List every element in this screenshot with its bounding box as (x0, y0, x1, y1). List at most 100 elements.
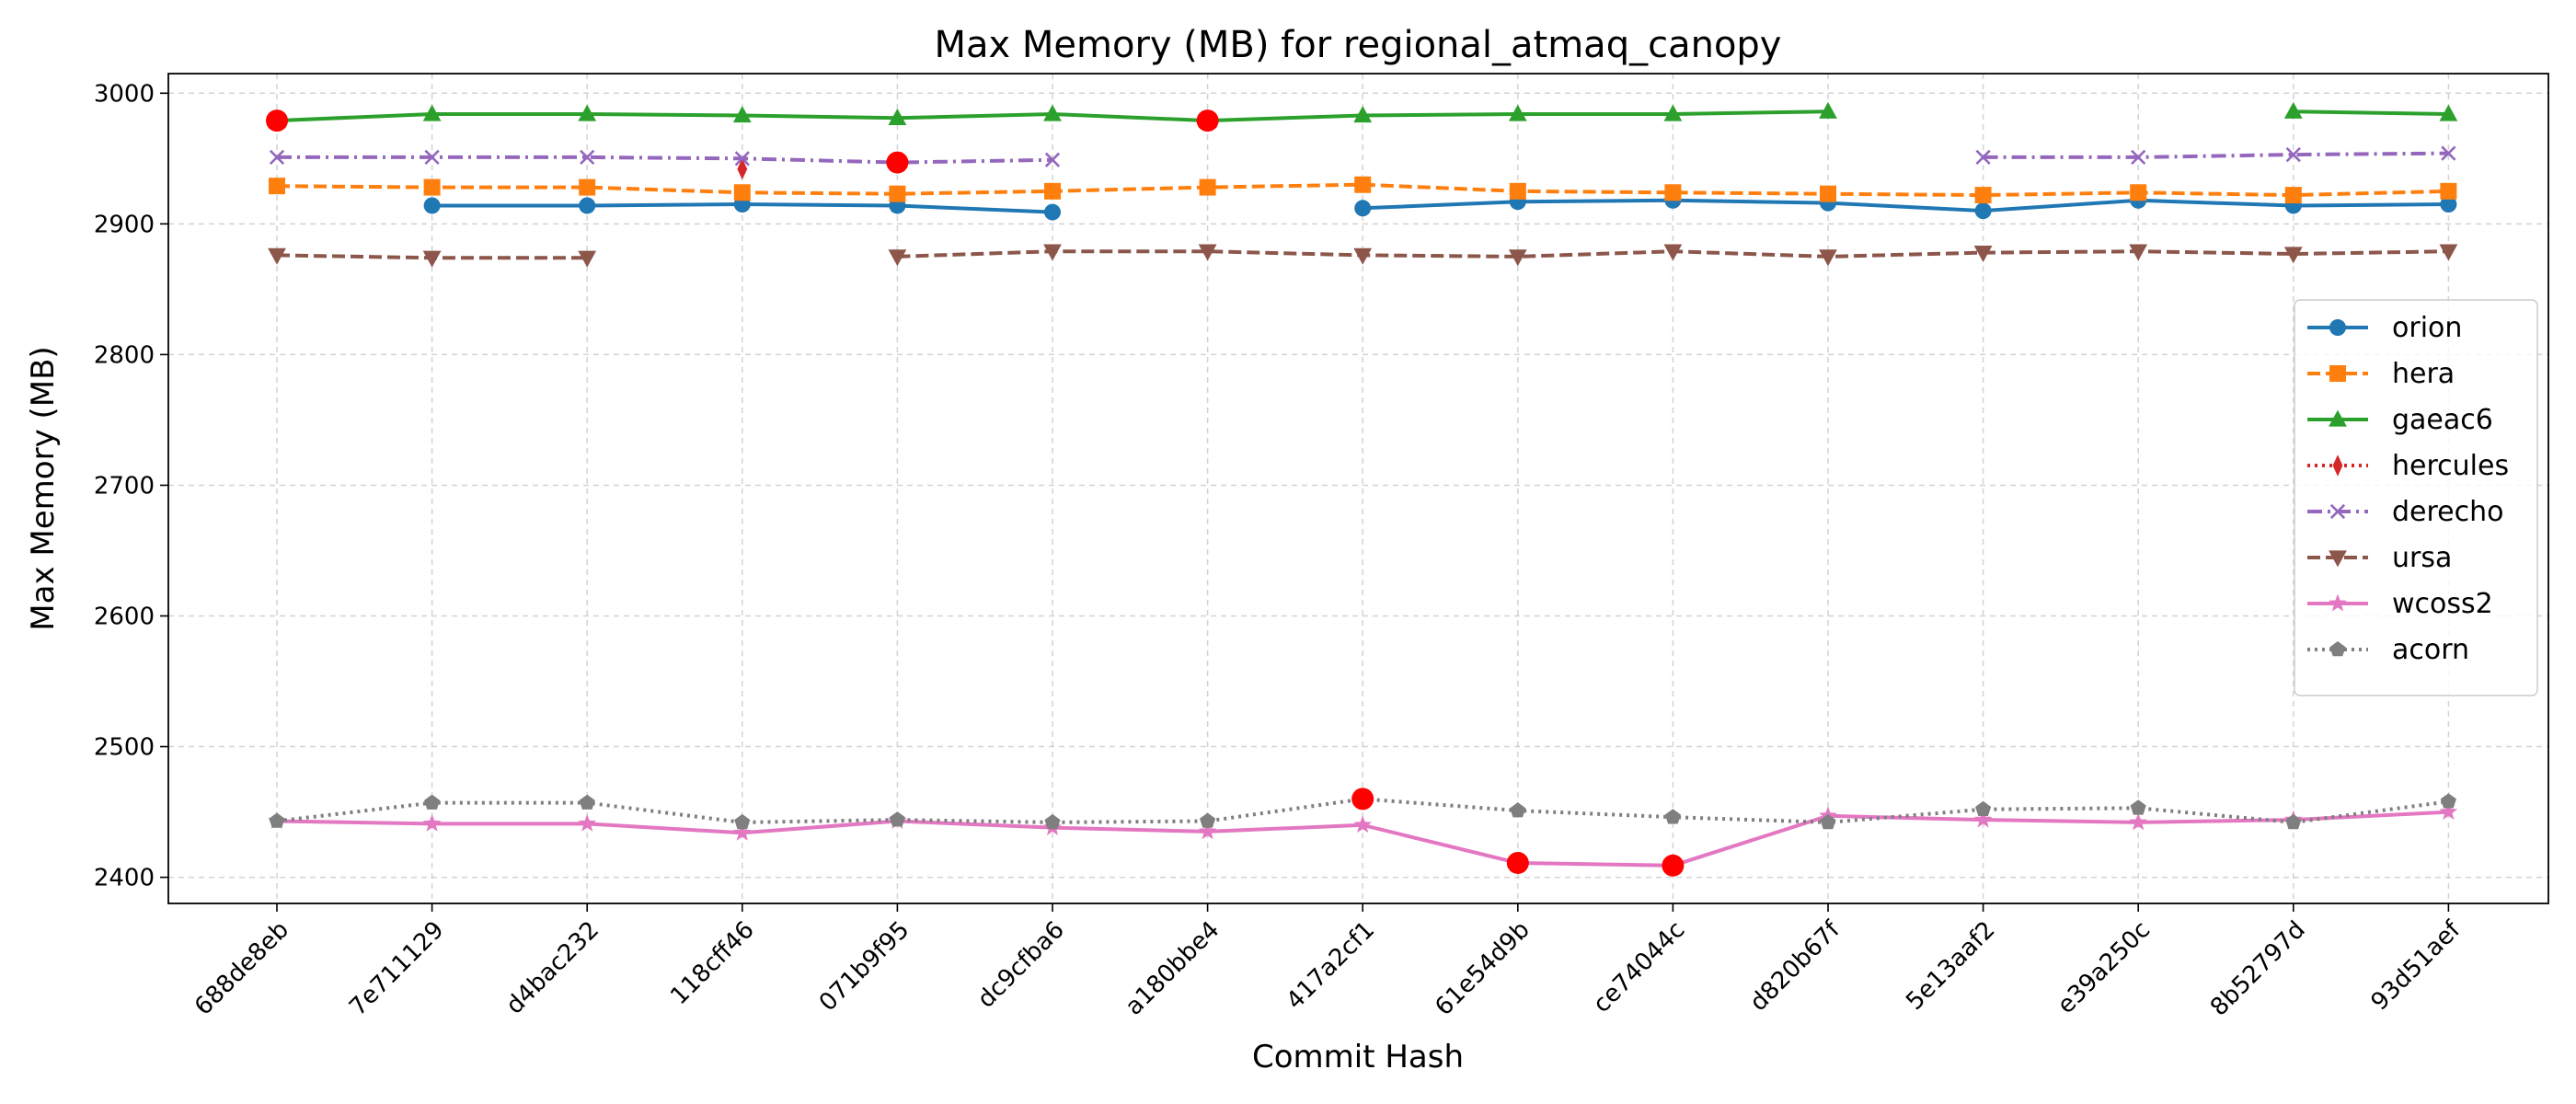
data-point-acorn (424, 794, 441, 810)
data-point-hercules (737, 157, 748, 180)
data-point-wcoss2 (1353, 815, 1373, 834)
data-point-derecho (424, 149, 440, 166)
legend-marker (2332, 454, 2343, 477)
data-point-wcoss2 (1198, 822, 1217, 840)
legend-item-gaeac6: gaeac6 (2307, 404, 2493, 436)
data-point-orion (579, 197, 596, 214)
data-point-derecho (1975, 149, 1991, 166)
data-point-hera (889, 185, 906, 202)
legend-marker (2329, 319, 2346, 336)
legend-marker (2329, 550, 2347, 568)
series-hercules (737, 157, 748, 180)
data-point-gaeac6 (578, 104, 597, 121)
data-point-ursa (2283, 247, 2303, 264)
legend-frame (2294, 299, 2538, 696)
legend-marker (2329, 365, 2346, 382)
highlight-point (1351, 788, 1374, 811)
highlight-point (266, 109, 288, 132)
legend-item-ursa: ursa (2307, 542, 2452, 574)
legend-label: derecho (2392, 496, 2504, 528)
data-point-orion (423, 197, 441, 214)
data-point-wcoss2 (422, 814, 442, 832)
data-point-gaeac6 (1353, 106, 1373, 123)
data-point-acorn (2285, 813, 2302, 830)
data-point-hera (1820, 185, 1836, 202)
data-point-ursa (1043, 244, 1062, 261)
data-point-wcoss2 (2129, 812, 2148, 831)
data-point-hera (269, 178, 285, 195)
y-tick-label: 2800 (94, 341, 155, 369)
data-point-derecho (269, 149, 285, 166)
data-point-hera (1199, 178, 1216, 196)
data-point-acorn (1975, 800, 1992, 817)
data-point-hera (423, 178, 441, 196)
series-line-derecho (1983, 151, 2449, 159)
data-point-hera (1509, 182, 1526, 200)
y-tick-label: 3000 (94, 80, 155, 108)
data-point-ursa (1973, 245, 1993, 262)
legend-label: orion (2392, 312, 2462, 344)
plot-frame (167, 73, 2549, 904)
data-point-acorn (269, 812, 285, 828)
legend-marker (2329, 593, 2347, 612)
data-point-derecho (2441, 145, 2456, 161)
series-ursa (268, 244, 2458, 268)
data-point-acorn (1200, 812, 1216, 828)
data-point-hera (1354, 176, 1372, 193)
data-point-hera (1664, 184, 1682, 201)
data-point-gaeac6 (2283, 101, 2303, 119)
grid-lines (168, 74, 2548, 903)
data-point-gaeac6 (1663, 104, 1683, 121)
data-point-ursa (2439, 244, 2458, 261)
legend-label: gaeac6 (2392, 404, 2493, 436)
legend-item-derecho: derecho (2307, 496, 2504, 528)
data-point-ursa (1663, 244, 1683, 261)
y-axis-label: Max Memory (MB) (25, 346, 62, 630)
y-tick-label: 2600 (94, 603, 155, 630)
data-point-derecho (734, 151, 750, 167)
data-point-ursa (2129, 244, 2148, 261)
y-tick-label: 2700 (94, 472, 155, 500)
data-point-gaeac6 (1819, 101, 1837, 119)
data-point-acorn (1820, 813, 1836, 830)
data-point-ursa (1819, 249, 1837, 267)
data-point-hera (2130, 184, 2147, 201)
legend-label: hercules (2392, 450, 2509, 482)
legend-item-hera: hera (2307, 358, 2455, 390)
data-point-wcoss2 (732, 822, 752, 841)
data-point-acorn (1510, 802, 1526, 818)
highlight-point (1506, 851, 1529, 874)
data-point-hera (2284, 187, 2302, 204)
data-point-gaeac6 (422, 104, 442, 121)
y-axis: 2400 2500 2600 2700 2800 2900 3000 (94, 80, 168, 892)
series-orion (423, 191, 2457, 221)
data-point-orion (1044, 203, 1061, 221)
y-tick-label: 2900 (94, 211, 155, 238)
y-tick-label: 2500 (94, 734, 155, 762)
data-point-ursa (1198, 244, 1217, 261)
series-hera (269, 176, 2457, 204)
highlight-point (886, 151, 909, 174)
data-point-wcoss2 (1973, 810, 1993, 828)
data-point-derecho (2131, 149, 2146, 166)
data-point-hera (733, 184, 751, 201)
data-point-ursa (1353, 247, 1373, 265)
data-point-orion (1974, 202, 1992, 220)
series-line-gaeac6 (2293, 109, 2449, 116)
series-line-orion (1363, 198, 2449, 213)
legend-item-hercules: hercules (2307, 450, 2509, 482)
data-point-gaeac6 (1508, 104, 1527, 121)
legend-marker (2329, 503, 2346, 520)
data-point-ursa (578, 250, 597, 268)
data-point-acorn (2440, 793, 2456, 809)
data-point-orion (1354, 200, 1372, 217)
data-point-derecho (580, 149, 595, 166)
data-point-gaeac6 (732, 106, 752, 123)
y-tick-label: 2400 (94, 865, 155, 892)
data-point-hera (1044, 182, 1061, 200)
data-point-wcoss2 (2439, 802, 2458, 820)
data-point-hera (1974, 187, 1992, 204)
data-point-acorn (1044, 813, 1061, 830)
